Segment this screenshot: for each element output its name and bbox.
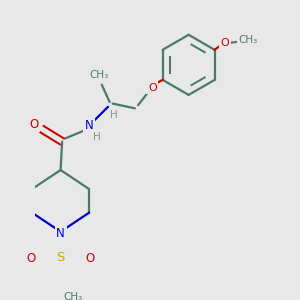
Text: O: O [148, 83, 157, 93]
Text: CH₃: CH₃ [64, 292, 83, 300]
Text: H: H [93, 132, 101, 142]
Text: N: N [56, 227, 65, 240]
Text: O: O [29, 118, 38, 131]
Text: O: O [27, 252, 36, 265]
Text: CH₃: CH₃ [238, 35, 258, 45]
Text: H: H [110, 110, 118, 120]
Text: O: O [85, 252, 94, 265]
Text: CH₃: CH₃ [89, 70, 108, 80]
Text: S: S [56, 250, 65, 263]
Text: O: O [220, 38, 229, 48]
Text: N: N [85, 119, 93, 132]
